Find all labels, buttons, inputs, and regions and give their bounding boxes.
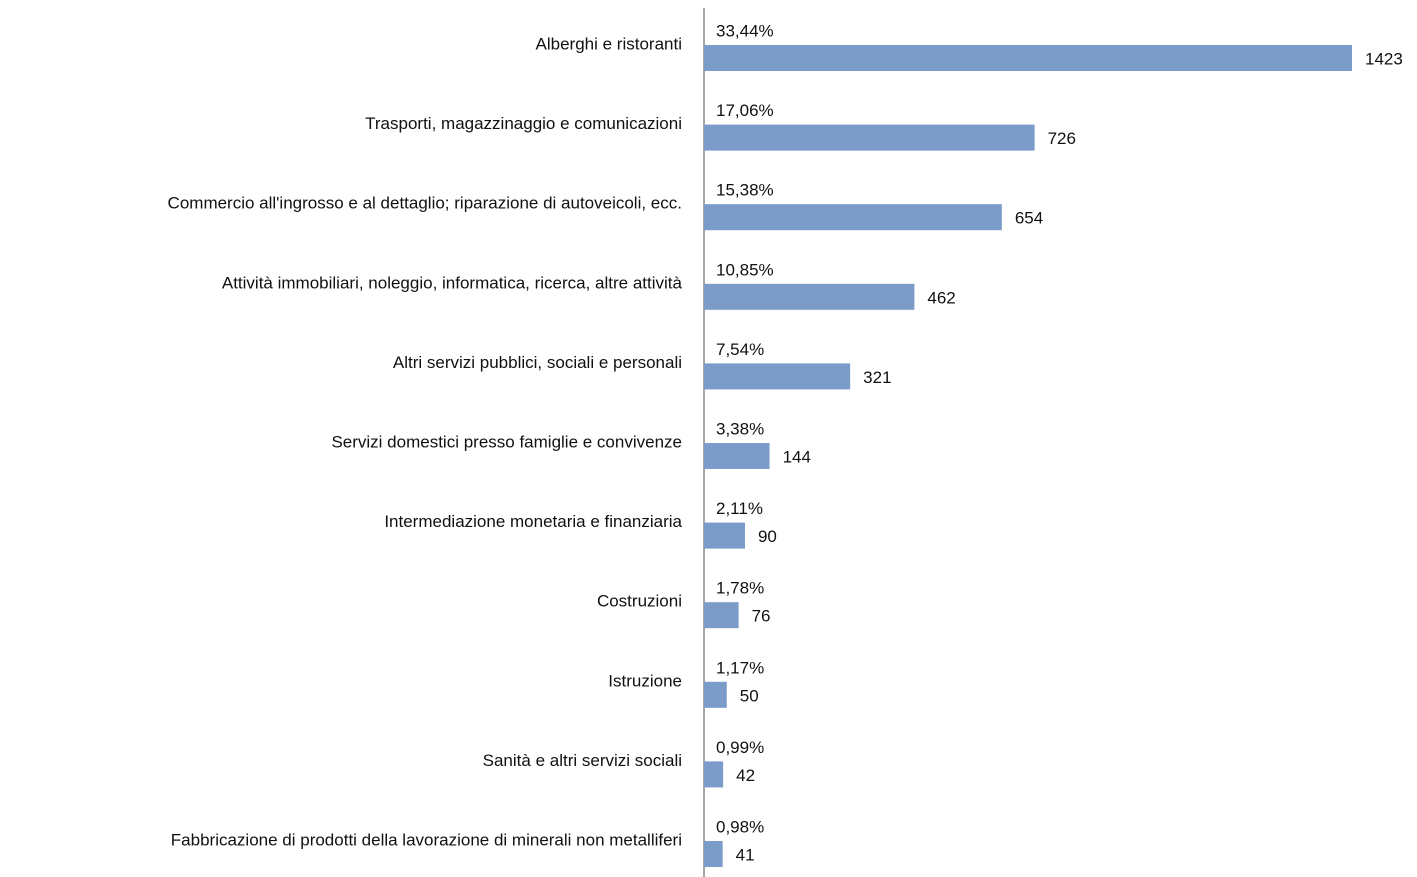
percent-label: 33,44% [716, 21, 774, 40]
value-label: 144 [783, 447, 811, 466]
value-label: 42 [736, 766, 755, 785]
percent-label: 7,54% [716, 340, 764, 359]
percent-label: 1,78% [716, 579, 764, 598]
percent-label: 1,17% [716, 658, 764, 677]
percent-label: 0,99% [716, 738, 764, 757]
value-label: 726 [1048, 129, 1076, 148]
bar [704, 363, 851, 390]
percent-label: 2,11% [716, 499, 763, 518]
bar [704, 124, 1035, 151]
value-label: 90 [758, 527, 777, 546]
category-label: Alberghi e ristoranti [536, 34, 682, 53]
percent-label: 10,85% [716, 260, 774, 279]
value-label: 76 [752, 607, 771, 626]
category-label: Trasporti, magazzinaggio e comunicazioni [365, 114, 682, 133]
percent-label: 15,38% [716, 181, 774, 200]
percent-label: 3,38% [716, 419, 764, 438]
bar [704, 761, 724, 788]
category-label: Fabbricazione di prodotti della lavorazi… [171, 830, 682, 849]
value-label: 462 [927, 288, 955, 307]
category-label: Istruzione [608, 671, 682, 690]
value-label: 654 [1015, 209, 1043, 228]
bar [704, 681, 727, 708]
bar [704, 45, 1352, 71]
category-label: Intermediazione monetaria e finanziaria [384, 512, 682, 531]
bar [704, 443, 770, 469]
value-label: 50 [740, 686, 759, 705]
bar [704, 283, 915, 310]
percent-label: 17,06% [716, 101, 774, 120]
value-label: 1423 [1365, 49, 1403, 68]
percent-label: 0,98% [716, 817, 764, 836]
category-label: Sanità e altri servizi sociali [483, 751, 682, 770]
category-label: Costruzioni [597, 592, 682, 611]
category-label: Attività immobiliari, noleggio, informat… [222, 273, 683, 292]
category-label: Servizi domestici presso famiglie e conv… [331, 432, 682, 451]
category-label: Commercio all'ingrosso e al dettaglio; r… [168, 194, 682, 213]
bar [704, 204, 1002, 231]
bar [704, 841, 723, 867]
category-label: Altri servizi pubblici, sociali e person… [393, 353, 682, 372]
value-label: 41 [736, 845, 755, 864]
value-label: 321 [863, 368, 891, 387]
bar [704, 522, 745, 549]
bar [704, 602, 739, 629]
